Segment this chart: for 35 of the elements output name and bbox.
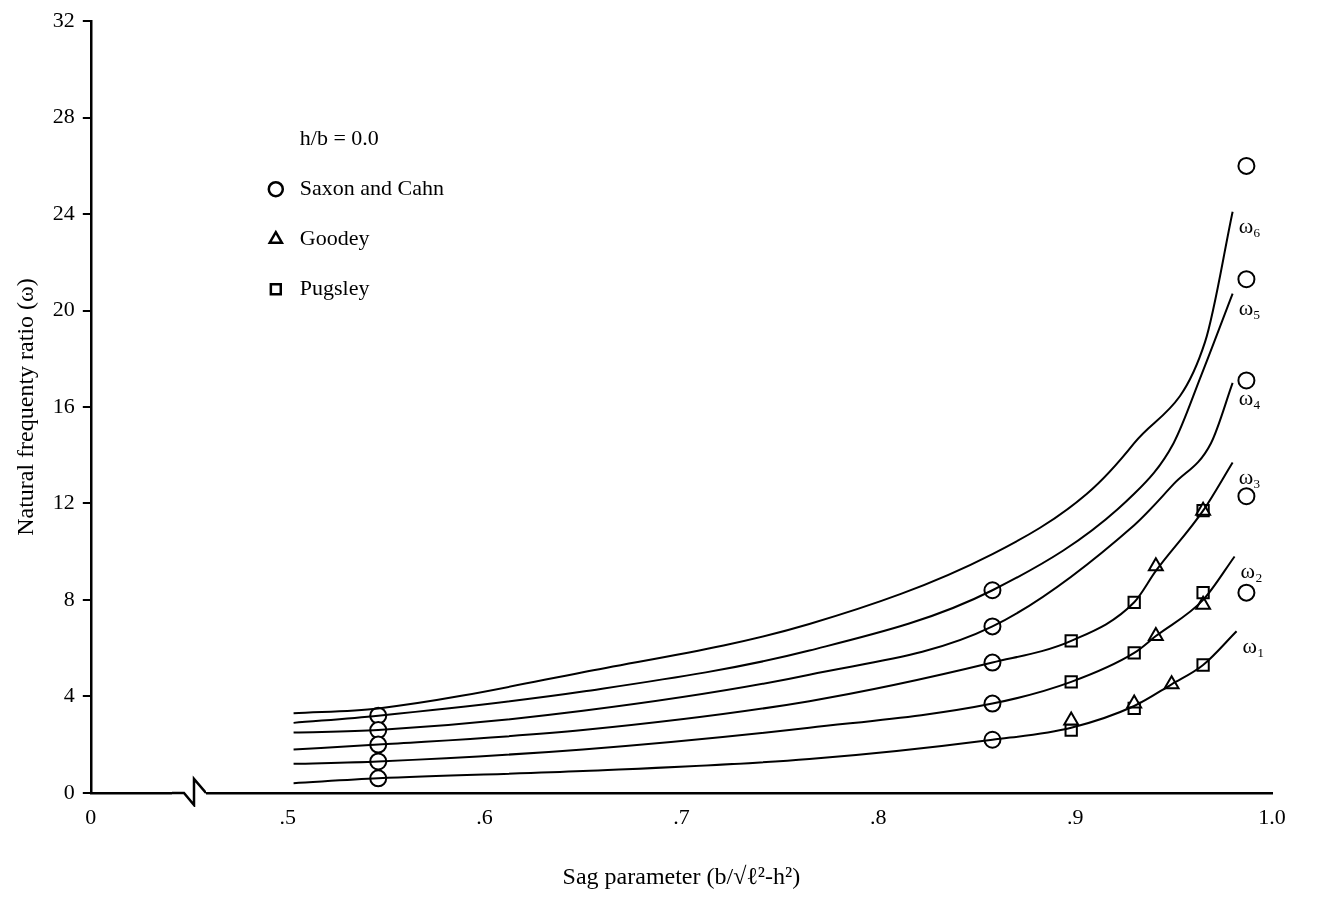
series-label: ω₄ <box>1238 384 1261 410</box>
point <box>1237 156 1256 175</box>
x-tick-label: .5 <box>279 803 296 829</box>
point <box>1237 487 1256 506</box>
point <box>1237 371 1256 390</box>
x-axis-title: Sag parameter (b/√ℓ²-h²) <box>562 862 801 889</box>
x-tick-label: 1.0 <box>1258 803 1286 829</box>
series-label: ω₃ <box>1238 464 1261 490</box>
y-tick-label: 32 <box>52 6 75 32</box>
series-label: ω₁ <box>1242 633 1265 659</box>
y-tick-label: 4 <box>63 682 75 708</box>
series-label: ω₅ <box>1238 295 1261 321</box>
x-tick-label: .6 <box>476 803 493 829</box>
legend-label: Saxon and Cahn <box>299 174 444 200</box>
y-tick-label: 0 <box>63 778 75 804</box>
x-tick-label: .7 <box>673 803 690 829</box>
x-tick-label: .8 <box>870 803 887 829</box>
series-label: ω₂ <box>1240 558 1263 584</box>
line-series <box>292 461 1234 751</box>
y-tick-label: 24 <box>52 199 75 225</box>
y-axis-title: Natural frequenty ratio (ω) <box>11 278 38 536</box>
point <box>1237 583 1256 602</box>
annotation: h/b = 0.0 <box>299 124 379 150</box>
legend-label: Goodey <box>299 224 370 250</box>
x-tick-label: 0 <box>85 803 97 829</box>
y-tick-label: 16 <box>52 392 75 418</box>
legend-label: Pugsley <box>299 274 370 300</box>
y-tick-label: 28 <box>52 103 75 129</box>
x-tick-label: .9 <box>1066 803 1084 829</box>
y-tick-label: 12 <box>52 489 75 515</box>
y-tick-label: 20 <box>52 296 75 322</box>
y-tick-label: 8 <box>63 585 75 611</box>
point <box>1063 711 1080 726</box>
point <box>1237 270 1256 289</box>
series-label: ω₆ <box>1238 213 1261 239</box>
